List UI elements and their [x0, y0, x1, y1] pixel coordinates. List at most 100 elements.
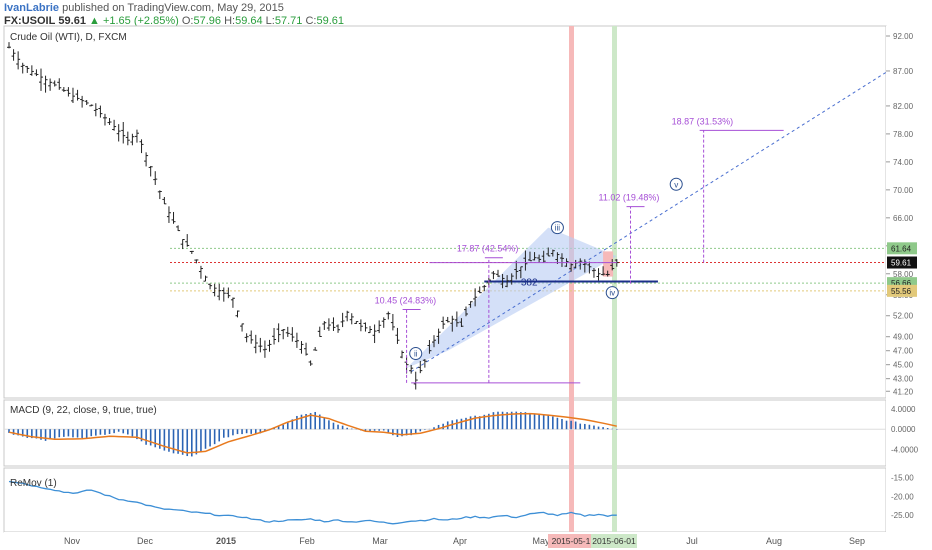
macd-tick-label: 4.0000 — [891, 405, 916, 414]
price-bar — [52, 80, 57, 87]
price-bar — [331, 317, 336, 331]
price-bar — [230, 297, 235, 308]
price-bar — [345, 310, 350, 322]
price-bar — [285, 326, 290, 337]
price-bar — [70, 87, 75, 104]
price-bar — [139, 139, 144, 154]
price-bar — [454, 311, 459, 327]
wave-label-circle — [409, 346, 423, 360]
measurement-label: 17.87 (42.54%) — [457, 244, 519, 254]
symbol-name: FX:USOIL — [4, 15, 56, 27]
author-name[interactable]: IvanLabrie — [4, 2, 60, 14]
price-tick-label: 49.00 — [893, 333, 914, 342]
price-label-badge: 59.61 — [887, 256, 917, 269]
price-bar — [276, 323, 281, 343]
price-bar — [395, 327, 400, 344]
price-bar — [98, 105, 103, 118]
price-change: +1.65 (+2.85%) — [102, 15, 179, 27]
price-bar — [262, 340, 267, 358]
measurement-annotation: 17.87 (42.54%) — [457, 244, 519, 383]
price-bar — [144, 152, 149, 167]
price-bar — [75, 89, 80, 101]
price-bar — [107, 118, 112, 125]
green-date-marker[interactable] — [612, 26, 617, 532]
price-bar — [523, 250, 528, 271]
price-bar — [559, 253, 564, 267]
price-bar — [61, 87, 66, 92]
price-bar — [130, 133, 135, 146]
time-tick-label: 2015 — [216, 536, 236, 546]
price-bar — [221, 287, 226, 302]
price-tick-label: 70.00 — [893, 186, 914, 195]
price-tick-label: 92.00 — [893, 32, 914, 41]
price-bar — [432, 335, 437, 348]
price-tick-label: 47.00 — [893, 347, 914, 356]
measurement-label: 10.45 (24.83%) — [375, 295, 437, 305]
price-bar — [272, 327, 277, 345]
momentum-tick-label: -25.00 — [891, 511, 914, 520]
price-bar — [176, 225, 181, 232]
price-bar — [212, 283, 217, 297]
price-bar — [464, 306, 468, 317]
measurement-annotation: 18.87 (31.53%) — [672, 116, 784, 263]
price-bar — [518, 266, 523, 279]
price-bar — [66, 87, 71, 97]
wave-label-text: v — [674, 180, 678, 189]
price-label-text: 59.61 — [891, 259, 912, 268]
fib-label: 382 — [521, 277, 538, 288]
price-bar — [267, 339, 272, 352]
price-bar — [313, 347, 318, 351]
price-bar — [198, 265, 203, 279]
price-bar — [16, 51, 21, 70]
measurement-annotation: 11.02 (19.48%) — [599, 193, 660, 284]
wave-label-circle — [605, 286, 619, 300]
price-bar — [591, 267, 596, 278]
measurement-annotation: 10.45 (24.83%) — [375, 295, 437, 383]
price-bar — [134, 129, 139, 143]
price-bar — [491, 271, 496, 280]
published-info: published on TradingView.com, May 29, 20… — [62, 2, 284, 14]
price-bar — [125, 131, 130, 146]
low-value: 57.71 — [274, 15, 303, 27]
price-bar — [294, 332, 299, 348]
price-bar — [587, 261, 592, 274]
time-tick-label: Nov — [64, 536, 81, 546]
price-bar — [43, 75, 48, 93]
price-bar — [34, 69, 39, 77]
price-bar — [253, 334, 258, 354]
time-tick-label: Sep — [849, 536, 865, 546]
price-tick-label: 41.20 — [893, 387, 914, 396]
time-axis[interactable] — [4, 532, 930, 550]
price-bar — [386, 311, 391, 320]
price-bar — [93, 103, 98, 117]
time-tick-label: May — [532, 536, 550, 546]
macd-tick-label: -4.0000 — [891, 445, 919, 454]
measurement-label: 11.02 (19.48%) — [599, 193, 660, 203]
price-bar — [162, 197, 167, 205]
price-bar — [148, 165, 153, 177]
price-bar — [409, 364, 414, 374]
price-bar — [610, 259, 615, 271]
price-bar — [308, 360, 313, 366]
date-marker-text: 2015-05-1 — [552, 536, 591, 546]
close-value: 59.61 — [316, 15, 344, 27]
price-bar — [57, 78, 62, 90]
date-marker-badge: 2015-06-01 — [591, 534, 637, 548]
price-bar — [89, 104, 94, 107]
price-tick-label: 58.00 — [893, 270, 914, 279]
price-tick-label: 52.00 — [893, 312, 914, 321]
price-bar — [29, 65, 34, 76]
open-label: O: — [181, 15, 194, 27]
highlight-box — [603, 251, 614, 277]
price-bar — [422, 359, 427, 368]
price-bar — [290, 327, 295, 342]
price-bar — [537, 254, 542, 263]
price-bar — [368, 325, 373, 334]
price-bar — [157, 190, 162, 200]
close-label: C: — [305, 15, 317, 27]
measurement-label: 18.87 (31.53%) — [672, 116, 734, 126]
momentum-tick-label: -20.00 — [891, 492, 914, 501]
price-bar — [601, 266, 606, 276]
price-bar — [473, 288, 478, 307]
